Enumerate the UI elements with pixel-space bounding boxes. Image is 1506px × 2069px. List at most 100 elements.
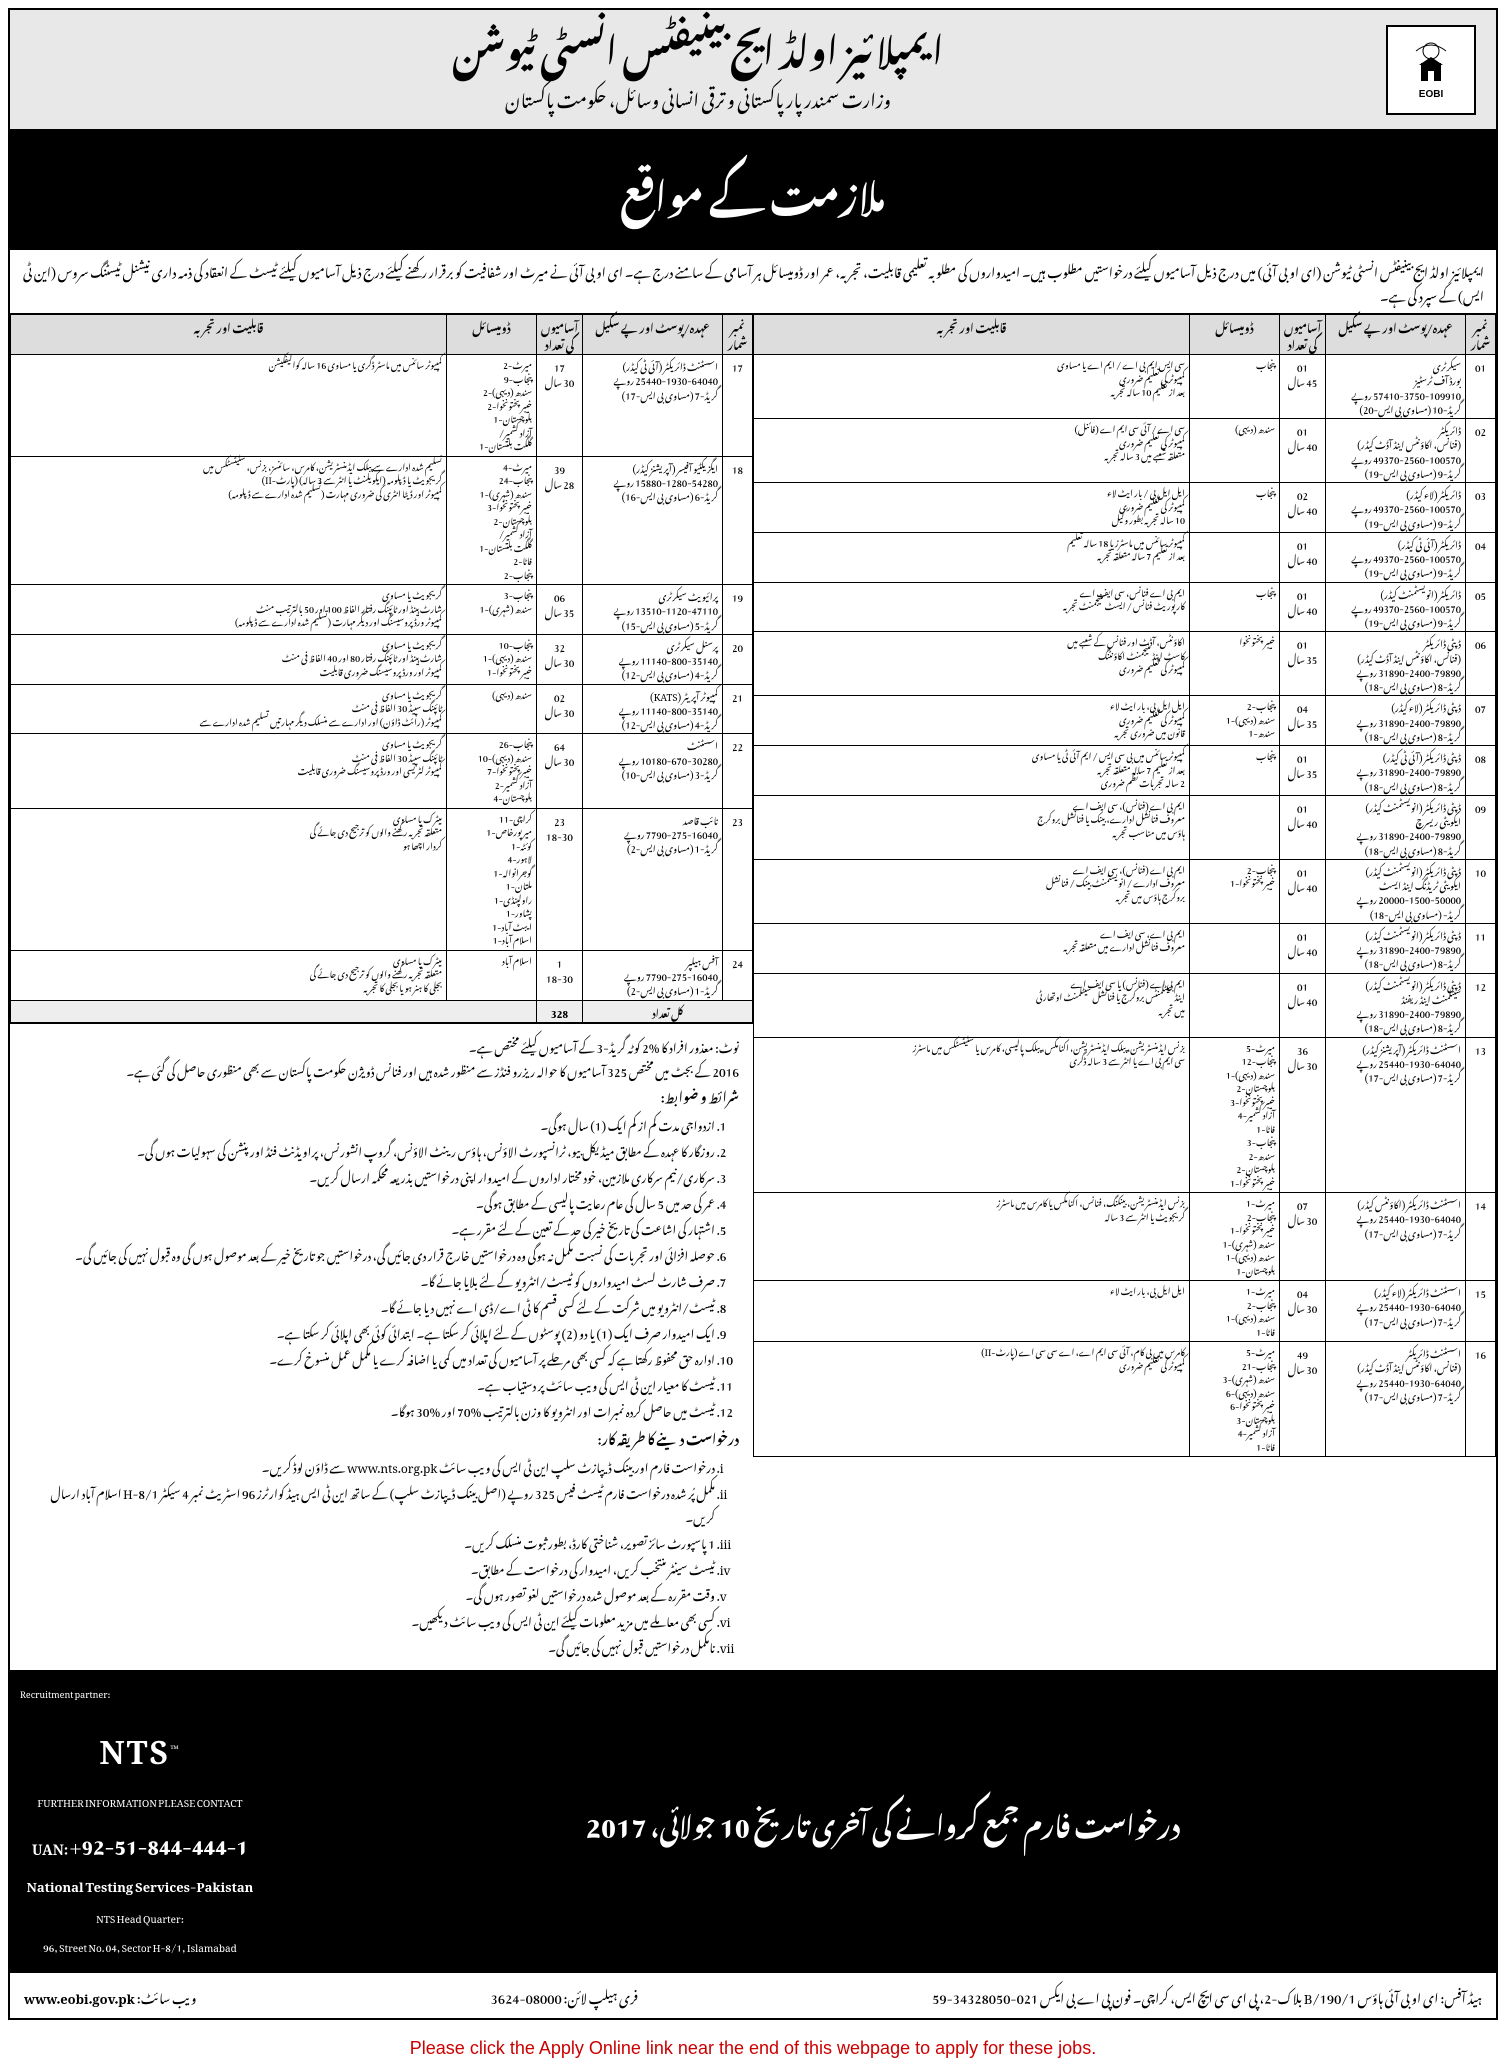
- cell-domicile: پنجاب: [1190, 355, 1280, 419]
- conditions-list: ازدواجی مدت کم از کم ایک (1) سال ہوگی۔رو…: [24, 1112, 739, 1422]
- col-domicile: ڈومیسائل: [1190, 315, 1280, 355]
- condition-item: ٹیسٹ کا معیار این ٹی ایس کی ویب سائٹ پر …: [24, 1372, 715, 1396]
- nts-hq-address: 96, Street No. 04, Sector H-8/1, Islamab…: [20, 1933, 260, 1958]
- cell-count: 4930 سال: [1280, 1342, 1326, 1457]
- cell-domicile: میرٹ-1پنجاب-2سندھ (دیہی)-1فاٹا-1: [1190, 1281, 1280, 1342]
- cell-post: آفس ہیلپر7790-275-16040 روپےگریڈ-1 (مساو…: [583, 950, 723, 1000]
- cell-qual: ایم بی اے (فنانس) یا سی ایف اےاینڈ سیٹلم…: [754, 973, 1190, 1037]
- cell-sr: 10: [1466, 859, 1496, 923]
- table-row: 20پرسنل سیکرٹری11140-800-35140 روپےگریڈ-…: [11, 634, 753, 684]
- condition-item: ٹیسٹ میں حاصل کردہ نمبرات اور انٹرویو کا…: [24, 1398, 715, 1422]
- jobs-table-left: نمبر شمار عہدہ/پوسٹ اور پے سکیل آسامیوں …: [10, 314, 753, 1023]
- apply-step-item: ٹیسٹ سینٹر منتخب کریں، امیدوار کی درخواس…: [24, 1556, 715, 1580]
- helpline: فری ہیلپ لائن: 08000-3624: [491, 1979, 638, 2012]
- table-row: 14اسسٹنٹ ڈائریکٹر (اکاؤنٹس کیڈر)25440-19…: [754, 1193, 1496, 1281]
- table-row: 02ڈائریکٹر(فنانس، اکاؤنٹس اینڈ آڈٹ کیڈر)…: [754, 419, 1496, 483]
- col-count: آسامیوں کی تعداد: [1280, 315, 1326, 355]
- cell-domicile: میرٹ-4پنجاب-24سندھ (شہری)-1خیبر پختونخوا…: [447, 456, 537, 585]
- cell-count: 6430 سال: [537, 734, 583, 809]
- table-row: 10ڈپٹی ڈائریکٹر (انویسٹمنٹ کیڈر)ایکویٹی …: [754, 859, 1496, 923]
- cell-domicile: پنجاب: [1190, 746, 1280, 796]
- conditions-title: شرائط و ضوابط:: [24, 1082, 739, 1108]
- emblem-icon: [1406, 39, 1456, 89]
- table-row: 08ڈپٹی ڈائریکٹر (آئی ٹی کیڈر)31890-2400-…: [754, 746, 1496, 796]
- table-header-row: نمبر شمار عہدہ/پوسٹ اور پے سکیل آسامیوں …: [754, 315, 1496, 355]
- cell-domicile: پنجاب: [1190, 582, 1280, 632]
- cell-sr: 20: [723, 634, 753, 684]
- cell-qual: سی ایس ایم بی اے / ایم اے یا مساویکمپیوٹ…: [754, 355, 1190, 419]
- cell-sr: 21: [723, 684, 753, 734]
- cell-domicile: میرٹ-5پنجاب-21سندھ (شہری)-3سندھ (دیہی)-6…: [1190, 1342, 1280, 1457]
- cell-qual: بزنس ایڈمنسٹریشن، بینکنگ، فنانس، اکنامکس…: [754, 1193, 1190, 1281]
- col-qual: قابلیت اور تجربہ: [754, 315, 1190, 355]
- nts-hq-label: NTS Head Quarter:: [20, 1904, 260, 1929]
- table-row: 05ڈائریکٹر (انویسٹمنٹ کیڈر)49370-2560-10…: [754, 582, 1496, 632]
- col-count: آسامیوں کی تعداد: [537, 315, 583, 355]
- total-row: کل تعداد328: [11, 1000, 753, 1022]
- table-row: 21کمپیوٹر آپریٹر (KATS)11140-800-35140 ر…: [11, 684, 753, 734]
- header-text: ایمپلائیز اولڈ ایج بینیفٹس انسٹی ٹیوشن و…: [30, 20, 1366, 119]
- cell-sr: 05: [1466, 582, 1496, 632]
- nts-full-name: National Testing Services-Pakistan: [20, 1867, 260, 1900]
- condition-item: صرف شارٹ لسٹ امیدواروں کو ٹیسٹ/انٹرویو ک…: [24, 1268, 715, 1292]
- notes-section: نوٹ: معذور افراد کا %2 کوٹہ گریڈ-3 کے آس…: [10, 1023, 753, 1670]
- cell-domicile: پنجاب-2سندھ (دیہی)-1سندھ-1: [1190, 696, 1280, 746]
- cell-count: 0635 سال: [537, 585, 583, 635]
- cell-sr: 24: [723, 950, 753, 1000]
- cell-post: ڈپٹی ڈائریکٹر (انویسٹمنٹ کیڈر)ایکویٹی ٹر…: [1326, 859, 1466, 923]
- nts-logo: NTS™: [20, 1704, 260, 1784]
- cell-qual: کمپیوٹر سائنس میں ماسٹر ڈگری یا مساوی 16…: [11, 355, 447, 457]
- bottom-row: درخواست فارم جمع کروانے کی آخری تاریخ 10…: [10, 1670, 1496, 1972]
- table-row: 12ڈپٹی ڈائریکٹر (انویسٹمنٹ کیڈر)سیٹلمنٹ …: [754, 973, 1496, 1037]
- cell-count: 2318-30: [537, 808, 583, 950]
- condition-item: ازدواجی مدت کم از کم ایک (1) سال ہوگی۔: [24, 1112, 715, 1136]
- apply-online-note: Please click the Apply Online link near …: [0, 2028, 1506, 2069]
- cell-sr: 07: [1466, 696, 1496, 746]
- col-domicile: ڈومیسائل: [447, 315, 537, 355]
- cell-post: ڈپٹی ڈائریکٹر (انویسٹمنٹ کیڈر)31890-2400…: [1326, 923, 1466, 973]
- cell-post: ڈائریکٹر(فنانس، اکاؤنٹس اینڈ آڈٹ کیڈر)49…: [1326, 419, 1466, 483]
- condition-item: ادارہ حق محفوظ رکھتا ہے کہ کسی بھی مرحلے…: [24, 1346, 715, 1370]
- cell-post: ڈپٹی ڈائریکٹر (انویسٹمنٹ کیڈر)سیٹلمنٹ ای…: [1326, 973, 1466, 1037]
- cell-count: 0135 سال: [1280, 746, 1326, 796]
- cell-sr: 18: [723, 456, 753, 585]
- cell-qual: میٹرک یا مساویمتعلقہ تجربہ رکھنے والوں ک…: [11, 808, 447, 950]
- cell-sr: 04: [1466, 532, 1496, 582]
- cell-domicile: [1190, 973, 1280, 1037]
- cell-count: 0140 سال: [1280, 582, 1326, 632]
- cell-qual: گریجویٹ یا مساویشارٹ ہینڈ اور ٹائپنگ رفت…: [11, 585, 447, 635]
- cell-sr: 16: [1466, 1342, 1496, 1457]
- condition-item: حوصلہ افزائی اور تجربات کی نسبت مکمل نہ …: [24, 1242, 715, 1266]
- cell-qual: گریجویٹ یا مساویٹائپنگ سپیڈ 30 الفاظ فی …: [11, 734, 447, 809]
- document-page: EOBI ایمپلائیز اولڈ ایج بینیفٹس انسٹی ٹی…: [8, 8, 1498, 2020]
- condition-item: عمر کی حد میں 5 سال کی عام رعایت پالیسی …: [24, 1190, 715, 1214]
- cell-sr: 06: [1466, 632, 1496, 696]
- cell-post: ڈائریکٹر (لاء کیڈر)49370-2560-100570 روپ…: [1326, 483, 1466, 533]
- cell-count: 0135 سال: [1280, 632, 1326, 696]
- cell-qual: تسلیم شدہ ادارے سے پبلک ایڈمنسٹریشن، کام…: [11, 456, 447, 585]
- cell-count: 1730 سال: [537, 355, 583, 457]
- table-row: 13اسسٹنٹ ڈائریکٹر (آپریشنز کیڈر)25440-19…: [754, 1037, 1496, 1193]
- cell-qual: ایم بی اے (فنانس)، سی ایف اےمعروف ادارے …: [754, 859, 1190, 923]
- cell-domicile: میرٹ-2پنجاب-9سندھ (دیہی)-2خیبر پختونخوا-…: [447, 355, 537, 457]
- cell-post: ڈائریکٹر (انویسٹمنٹ کیڈر)49370-2560-1005…: [1326, 582, 1466, 632]
- table-row: 17اسسٹنٹ ڈائریکٹر (آئی ٹی کیڈر)25440-193…: [11, 355, 753, 457]
- cell-post: اسسٹنٹ ڈائریکٹر (لاء کیڈر)25440-1930-640…: [1326, 1281, 1466, 1342]
- footer-info: ہیڈ آفس: ای او بی آئی ہاؤس 190/1/B بلاک-…: [10, 1972, 1496, 2018]
- cell-post: اسسٹنٹ ڈائریکٹر(فنانس، اکاؤنٹس اینڈ آڈٹ …: [1326, 1342, 1466, 1457]
- cell-count: 0240 سال: [1280, 483, 1326, 533]
- cell-post: پرائیویٹ سیکرٹری13510-1120-47110 روپےگری…: [583, 585, 723, 635]
- cell-sr: 12: [1466, 973, 1496, 1037]
- table-row: 11ڈپٹی ڈائریکٹر (انویسٹمنٹ کیڈر)31890-24…: [754, 923, 1496, 973]
- condition-item: ٹیسٹ/انٹرویو میں شرکت کے لئے کسی قسم کا …: [24, 1294, 715, 1318]
- apply-step-item: درخواست فارم اور بینک ڈیپازٹ سلپ این ٹی …: [24, 1454, 715, 1478]
- cell-sr: 01: [1466, 355, 1496, 419]
- pid-label: PID(K) 4777: [14, 160, 25, 215]
- table-row: 22اسسٹنٹ10180-670-30280 روپےگریڈ-3 (مساو…: [11, 734, 753, 809]
- cell-post: ڈپٹی ڈائریکٹر (آئی ٹی کیڈر)31890-2400-79…: [1326, 746, 1466, 796]
- right-table-col: نمبر شمار عہدہ/پوسٹ اور پے سکیل آسامیوں …: [753, 314, 1496, 1670]
- cell-domicile: کراچی-11میرپورخاص-1کوئٹہ-1لاہور-4گوجرانو…: [447, 808, 537, 950]
- apply-step-item: نامکمل درخواستیں قبول نہیں کی جائیں گی۔: [24, 1634, 715, 1658]
- website: ویب سائٹ: www.eobi.gov.pk: [24, 1979, 196, 2012]
- cell-qual: میٹرک یا مساویمتعلقہ تجربہ رکھنے والوں ک…: [11, 950, 447, 1000]
